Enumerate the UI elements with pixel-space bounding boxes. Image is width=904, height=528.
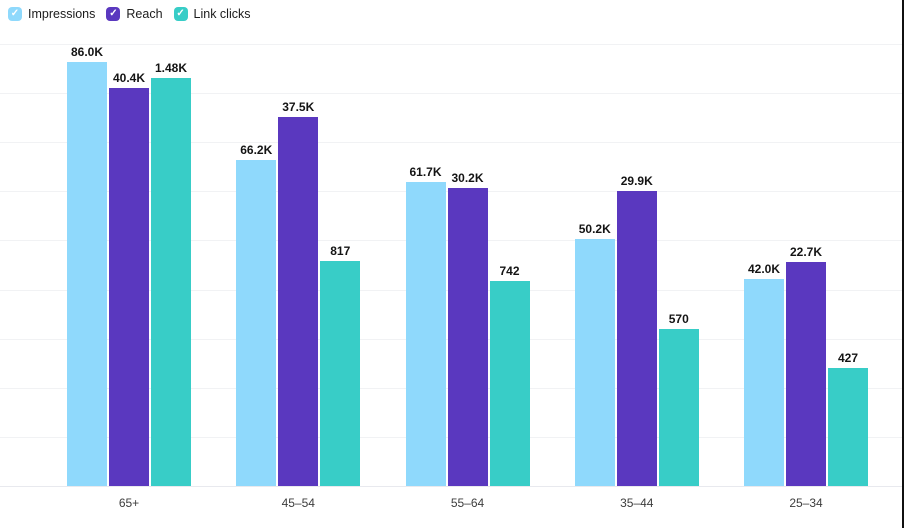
bar-link-clicks-25–34[interactable] xyxy=(828,368,868,486)
x-axis-label: 45–54 xyxy=(281,496,315,510)
bar-value-label: 66.2K xyxy=(240,143,273,157)
bar-value-label: 22.7K xyxy=(789,245,823,259)
legend-item-label: Link clicks xyxy=(193,7,251,21)
legend-item-label: Reach xyxy=(126,7,163,21)
bar-impressions-55–64[interactable] xyxy=(405,182,446,486)
bar-value-label: 30.2K xyxy=(451,171,484,185)
bar-reach-55–64[interactable] xyxy=(447,188,488,486)
bar-link-clicks-35–44[interactable] xyxy=(658,329,699,486)
bar-value-label: 817 xyxy=(330,244,351,258)
x-axis-label: 55–64 xyxy=(450,496,485,510)
bar-value-label: 742 xyxy=(499,264,520,278)
chart-legend: ✓ Impressions ✓ Reach ✓ Link clicks xyxy=(0,0,904,28)
bar-link-clicks-45–54[interactable] xyxy=(320,261,361,486)
bar-impressions-35–44[interactable] xyxy=(574,239,615,486)
bar-value-label: 40.4K xyxy=(112,71,146,85)
bar-impressions-45–54[interactable] xyxy=(236,160,277,486)
window-right-border xyxy=(902,0,904,528)
bar-value-label: 50.2K xyxy=(578,222,611,236)
bar-value-label: 42.0K xyxy=(747,262,781,276)
bar-link-clicks-65+[interactable] xyxy=(151,78,191,486)
bar-impressions-25–34[interactable] xyxy=(744,279,784,486)
bar-reach-65+[interactable] xyxy=(109,88,149,486)
checkbox-checked-icon[interactable]: ✓ xyxy=(173,7,188,21)
checkbox-checked-icon[interactable]: ✓ xyxy=(106,7,121,21)
bar-value-label: 570 xyxy=(668,312,689,326)
bar-value-label: 61.7K xyxy=(409,165,442,179)
gridline xyxy=(0,142,904,143)
bar-value-label: 37.5K xyxy=(282,100,315,114)
bar-value-label: 1.48K xyxy=(154,61,188,75)
checkbox-checked-icon[interactable]: ✓ xyxy=(8,7,22,21)
bar-reach-45–54[interactable] xyxy=(278,117,319,486)
x-axis-line xyxy=(0,486,904,487)
bar-value-label: 427 xyxy=(837,351,859,365)
x-axis-label: 35–44 xyxy=(620,496,654,510)
legend-item-reach[interactable]: ✓ Reach xyxy=(106,7,163,21)
bar-value-label: 86.0K xyxy=(70,45,104,59)
legend-item-impressions[interactable]: ✓ Impressions xyxy=(8,7,95,21)
bar-reach-35–44[interactable] xyxy=(616,191,657,486)
legend-item-link-clicks[interactable]: ✓ Link clicks xyxy=(173,7,251,21)
gridline xyxy=(0,44,904,45)
x-axis-label: 25–34 xyxy=(789,496,823,510)
bar-reach-25–34[interactable] xyxy=(786,262,826,486)
bar-value-label: 29.9K xyxy=(620,174,653,188)
legend-item-label: Impressions xyxy=(28,7,96,21)
gridline xyxy=(0,93,904,94)
bar-impressions-65+[interactable] xyxy=(67,62,107,486)
x-axis-label: 65+ xyxy=(118,496,140,510)
bar-link-clicks-55–64[interactable] xyxy=(489,281,530,486)
